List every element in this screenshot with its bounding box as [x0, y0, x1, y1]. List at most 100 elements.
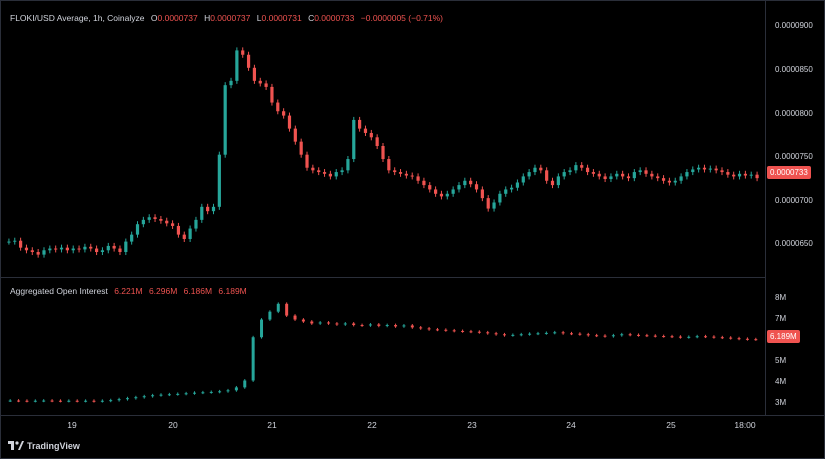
candle-body [200, 206, 204, 220]
candle-body [369, 132, 373, 138]
tradingview-label: TradingView [27, 441, 80, 451]
candle-body [637, 334, 641, 336]
pane-separator[interactable] [0, 277, 765, 278]
candle-body [112, 245, 116, 249]
candle-body [402, 325, 406, 327]
candle-body [211, 206, 216, 212]
candle-body [621, 173, 625, 177]
candle-body [416, 176, 420, 181]
price-tick: 0.0000700 [775, 196, 813, 205]
candle-body [673, 180, 677, 183]
candle-body [597, 173, 601, 177]
candle-body [656, 176, 660, 179]
candle-body [30, 250, 34, 253]
candle-body [533, 167, 537, 173]
candle-body [720, 337, 724, 339]
candle-body [667, 180, 672, 183]
candle-body [276, 303, 280, 312]
time-axis-border [0, 415, 825, 416]
candle-body [628, 334, 632, 336]
oi-value-3: 6.186M [183, 286, 213, 296]
candle-body [65, 247, 69, 251]
candle-body [650, 173, 654, 177]
candle-body [550, 180, 555, 186]
time-tick: 21 [267, 420, 277, 430]
candle-body [498, 193, 502, 203]
candle-body [609, 176, 613, 180]
candle-body [457, 185, 461, 190]
price-tick: 0.0000900 [775, 21, 813, 30]
candle-body [7, 241, 11, 243]
candle-body [322, 172, 327, 174]
candle-body [755, 174, 759, 179]
candle-body [346, 159, 350, 171]
candle-body [358, 119, 362, 129]
tradingview-logo[interactable]: TradingView [8, 441, 80, 451]
symbol-title: FLOKI/USD Average, 1h, Coinalyze [10, 13, 145, 23]
candle-body [276, 102, 280, 112]
candle-body [352, 119, 356, 160]
oi-tick: 3M [775, 398, 787, 407]
candle-body [427, 328, 431, 330]
candle-body [201, 392, 205, 394]
candle-body [19, 240, 23, 248]
candle-body [241, 50, 245, 55]
candle-body [94, 248, 99, 253]
candle-body [327, 322, 331, 324]
candle-body [697, 167, 701, 170]
candle-body [662, 336, 666, 338]
candle-body [615, 173, 619, 177]
candle-body [318, 322, 322, 324]
candle-body [293, 128, 297, 142]
candle-body [445, 193, 449, 197]
candle-body [135, 224, 140, 235]
candle-body [89, 246, 93, 249]
candle-body [544, 332, 548, 334]
candle-body [54, 248, 58, 250]
candle-body [749, 174, 753, 176]
candle-body [182, 234, 186, 239]
candle-body [71, 248, 75, 251]
candle-body [504, 189, 508, 194]
candle-body [595, 335, 599, 337]
candle-body [92, 400, 96, 402]
candle-body [737, 173, 742, 177]
candle-body [176, 225, 181, 235]
candle-body [59, 247, 64, 250]
candle-body [661, 178, 666, 181]
candle-body [363, 128, 368, 133]
candle-body [159, 218, 163, 221]
oi-tick: 7M [775, 314, 787, 323]
candle-body [270, 86, 274, 103]
candle-body [368, 324, 372, 326]
open-value: 0.0000737 [157, 13, 198, 23]
oi-tick: 4M [775, 377, 787, 386]
candle-body [422, 180, 426, 186]
oi-value-2: 6.296M [148, 286, 178, 296]
candle-body [679, 176, 683, 181]
candle-body [317, 170, 321, 173]
candle-body [13, 240, 17, 242]
candle-body [381, 146, 385, 160]
candle-body [42, 400, 46, 402]
candle-body [176, 393, 180, 395]
time-tick: 18:00 [734, 420, 756, 430]
time-tick: 22 [367, 420, 377, 430]
candle-body [580, 165, 584, 168]
candle-body [528, 333, 532, 335]
candle-body [586, 334, 590, 336]
candle-body [463, 180, 467, 186]
candle-body [260, 319, 264, 338]
candle-body [714, 168, 718, 171]
candle-body [226, 390, 230, 392]
candle-body [632, 172, 636, 179]
candle-body [511, 334, 515, 336]
candle-body [165, 220, 169, 224]
candle-body [223, 85, 227, 155]
candle-body [515, 182, 520, 188]
candle-body [268, 311, 272, 320]
price-tick: 0.0000650 [775, 239, 813, 248]
candle-body [48, 248, 52, 251]
candle-body [24, 247, 29, 251]
